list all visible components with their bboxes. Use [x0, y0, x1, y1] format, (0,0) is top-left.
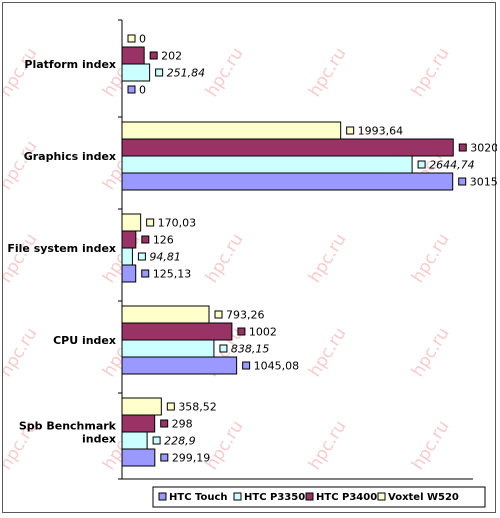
data-label-htc-touch-cpu-index: 1045,08 [254, 360, 299, 373]
watermark-text: hpc.ru [408, 44, 454, 100]
bar-htc-touch-file-system-index [121, 264, 137, 283]
bar-marks [121, 46, 454, 467]
label-key-htc-p3350 [155, 68, 164, 77]
legend-label-htc-touch: HTC Touch [169, 492, 228, 503]
data-label-htc-touch-file-system-index: 125,13 [153, 268, 192, 281]
watermark-text: hpc.ru [305, 324, 351, 380]
bar-voxtel-w520-file-system-index [121, 213, 142, 232]
watermark-text: hpc.ru [3, 324, 42, 380]
data-label-htc-p3350-cpu-index: 838,15 [231, 343, 269, 356]
category-label-file-system-index: File system index [7, 242, 116, 255]
bar-voxtel-w520-graphics-index [121, 121, 342, 140]
bar-htc-p3400-platform-index [121, 46, 145, 65]
watermark-text: hpc.ru [3, 44, 42, 100]
bar-voxtel-w520-cpu-index [121, 305, 210, 324]
bar-htc-touch-graphics-index [121, 172, 454, 191]
watermark-text: hpc.ru [202, 230, 248, 286]
watermark-layer: hpc.ru hpc.ru hpc.ru hpc.ru hpc.ru hpc.ru hpc.… [0, 44, 454, 473]
data-label-htc-p3400-platform-index: 202 [161, 50, 182, 63]
watermark-text: hpc.ru [305, 230, 351, 286]
data-label-voxtel-w520-spb-benchmark-index: 358,52 [178, 401, 217, 414]
label-key-htc-p3350 [417, 160, 426, 169]
bar-htc-p3400-graphics-index [121, 138, 454, 157]
bar-htc-p3350-cpu-index [121, 339, 215, 358]
data-label-htc-touch-spb-benchmark-index: 299,19 [172, 452, 211, 465]
data-label-htc-touch-graphics-index: 3015,06 [470, 176, 497, 189]
data-label-htc-p3350-graphics-index: 2644,74 [429, 159, 475, 172]
bar-htc-p3350-platform-index [121, 63, 151, 82]
label-key-htc-p3350 [219, 344, 228, 353]
watermark-text: hpc.ru [408, 417, 454, 473]
legend-key-htc-p3400 [305, 492, 314, 501]
data-label-htc-p3400-spb-benchmark-index: 298 [172, 418, 193, 431]
label-key-voxtel-w520 [146, 218, 155, 227]
label-key-htc-touch [141, 269, 150, 278]
watermark-text: hpc.ru [3, 137, 42, 193]
data-label-htc-p3350-platform-index: 251,84 [167, 67, 206, 80]
legend-label-htc-p3400: HTC P3400 [316, 492, 377, 503]
label-key-voxtel-w520 [127, 34, 136, 43]
label-key-htc-touch [127, 85, 136, 94]
watermark-text: hpc.ru [305, 417, 351, 473]
bar-htc-p3400-file-system-index [121, 230, 137, 249]
axes [118, 19, 473, 480]
label-key-htc-touch [458, 177, 467, 186]
category-labels: Platform index Graphics index File system … [7, 58, 116, 446]
label-key-htc-touch [160, 453, 169, 462]
data-label-voxtel-w520-graphics-index: 1993,64 [358, 125, 404, 138]
legend-key-htc-p3350 [233, 492, 242, 501]
label-key-voxtel-w520 [166, 402, 175, 411]
legend-label-htc-p3350: HTC P3350 [244, 492, 305, 503]
bar-voxtel-w520-spb-benchmark-index [121, 397, 162, 416]
data-label-htc-p3350-spb-benchmark-index: 228,9 [164, 435, 196, 448]
data-label-htc-touch-platform-index: 0 [139, 84, 146, 97]
category-label-graphics-index: Graphics index [24, 150, 116, 163]
legend-key-voxtel-w520 [377, 492, 386, 501]
label-key-voxtel-w520 [214, 310, 223, 319]
legend-box [152, 486, 486, 508]
category-label-platform-index: Platform index [24, 58, 116, 71]
bar-htc-touch-cpu-index [121, 356, 238, 375]
category-label-cpu-index: CPU index [53, 334, 116, 347]
label-key-htc-p3350 [137, 252, 146, 261]
data-label-voxtel-w520-platform-index: 0 [139, 33, 146, 46]
data-label-htc-p3400-graphics-index: 3020 [470, 142, 497, 155]
watermark-text: hpc.ru [408, 230, 454, 286]
label-key-htc-touch [242, 361, 251, 370]
bar-htc-p3400-spb-benchmark-index [121, 414, 156, 433]
data-label-voxtel-w520-file-system-index: 170,03 [158, 217, 197, 230]
watermark-text: hpc.ru [408, 324, 454, 380]
data-label-htc-p3400-cpu-index: 1002 [249, 326, 277, 339]
data-label-voxtel-w520-cpu-index: 793,26 [226, 309, 265, 322]
legend-key-htc-touch [158, 492, 167, 501]
bar-htc-p3400-cpu-index [121, 322, 233, 341]
bar-htc-p3350-file-system-index [121, 247, 133, 266]
data-label-htc-p3350-file-system-index: 94,81 [149, 251, 181, 264]
label-key-htc-p3400 [149, 51, 158, 60]
label-key-htc-p3350 [152, 436, 161, 445]
label-key-htc-p3400 [237, 327, 246, 336]
watermark-text: hpc.ru [202, 44, 248, 100]
label-key-htc-p3400 [458, 143, 467, 152]
category-label-spb-benchmark-index: Spb Benchmark [19, 420, 117, 433]
watermark-text: hpc.ru [305, 44, 351, 100]
watermark-text: hpc.ru [3, 230, 42, 286]
data-label-htc-p3400-file-system-index: 126 [153, 234, 174, 247]
legend-label-voxtel-w520: Voxtel W520 [388, 492, 459, 503]
label-key-voxtel-w520 [346, 126, 355, 135]
legend: HTC Touch HTC P3350 HTC P3400 Voxtel W520 [152, 486, 486, 508]
bar-htc-p3350-spb-benchmark-index [121, 431, 148, 450]
bar-htc-p3350-graphics-index [121, 155, 413, 174]
category-label-spb-benchmark-index: index [82, 433, 116, 446]
benchmark-chart: hpc.ru hpc.ru hpc.ru hpc.ru hpc.ru hpc.ru hpc.… [0, 19, 500, 508]
data-labels: 0 1993,64 170,03 793,26 358,52 202 3020 126 1002… [127, 33, 500, 465]
label-key-htc-p3400 [160, 419, 169, 428]
watermark-text: hpc.ru [202, 417, 248, 473]
bar-htc-touch-spb-benchmark-index [121, 448, 156, 467]
label-key-htc-p3400 [141, 235, 150, 244]
